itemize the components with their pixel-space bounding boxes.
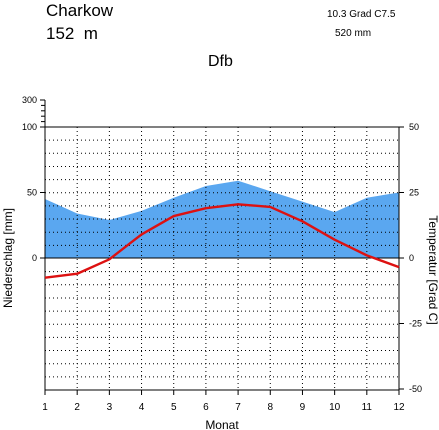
y-axis-right-label: Temperatur [Grad C]: [426, 215, 439, 324]
x-tick-label: 4: [139, 402, 145, 413]
y-left-tick-label: 300: [22, 95, 37, 105]
x-tick-label: 8: [267, 402, 273, 413]
y-right-tick-label: 25: [409, 188, 419, 198]
station-name: Charkow: [46, 1, 114, 20]
mean-annual-temperature: 10.3 Grad C7.5: [327, 9, 396, 20]
annual-precipitation: 520 mm: [335, 28, 371, 39]
y-left-tick-label: 100: [22, 122, 37, 132]
x-tick-label: 3: [107, 402, 113, 413]
x-tick-label: 6: [203, 402, 209, 413]
station-elevation: 152 m: [46, 24, 98, 43]
x-tick-label: 12: [393, 402, 405, 413]
x-tick-label: 1: [42, 402, 48, 413]
x-tick-label: 5: [171, 402, 177, 413]
y-left-tick-label: 0: [32, 253, 37, 263]
x-tick-label: 7: [235, 402, 241, 413]
climate-classification: Dfb: [208, 53, 233, 70]
y-left-tick-label: 50: [27, 188, 37, 198]
temperature-line: [44, 203, 400, 279]
y-right-tick-label: -50: [409, 384, 422, 394]
x-tick-label: 11: [362, 402, 373, 413]
x-axis-label: Monat: [205, 418, 239, 430]
y-axis-left-label: Niederschlag [mm]: [1, 208, 15, 308]
x-tick-label: 10: [329, 402, 341, 413]
y-right-tick-label: 0: [409, 253, 414, 263]
y-right-tick-label: 50: [409, 122, 419, 132]
x-tick-label: 9: [300, 402, 306, 413]
y-right-tick-label: -25: [409, 319, 422, 329]
x-tick-label: 2: [74, 402, 80, 413]
